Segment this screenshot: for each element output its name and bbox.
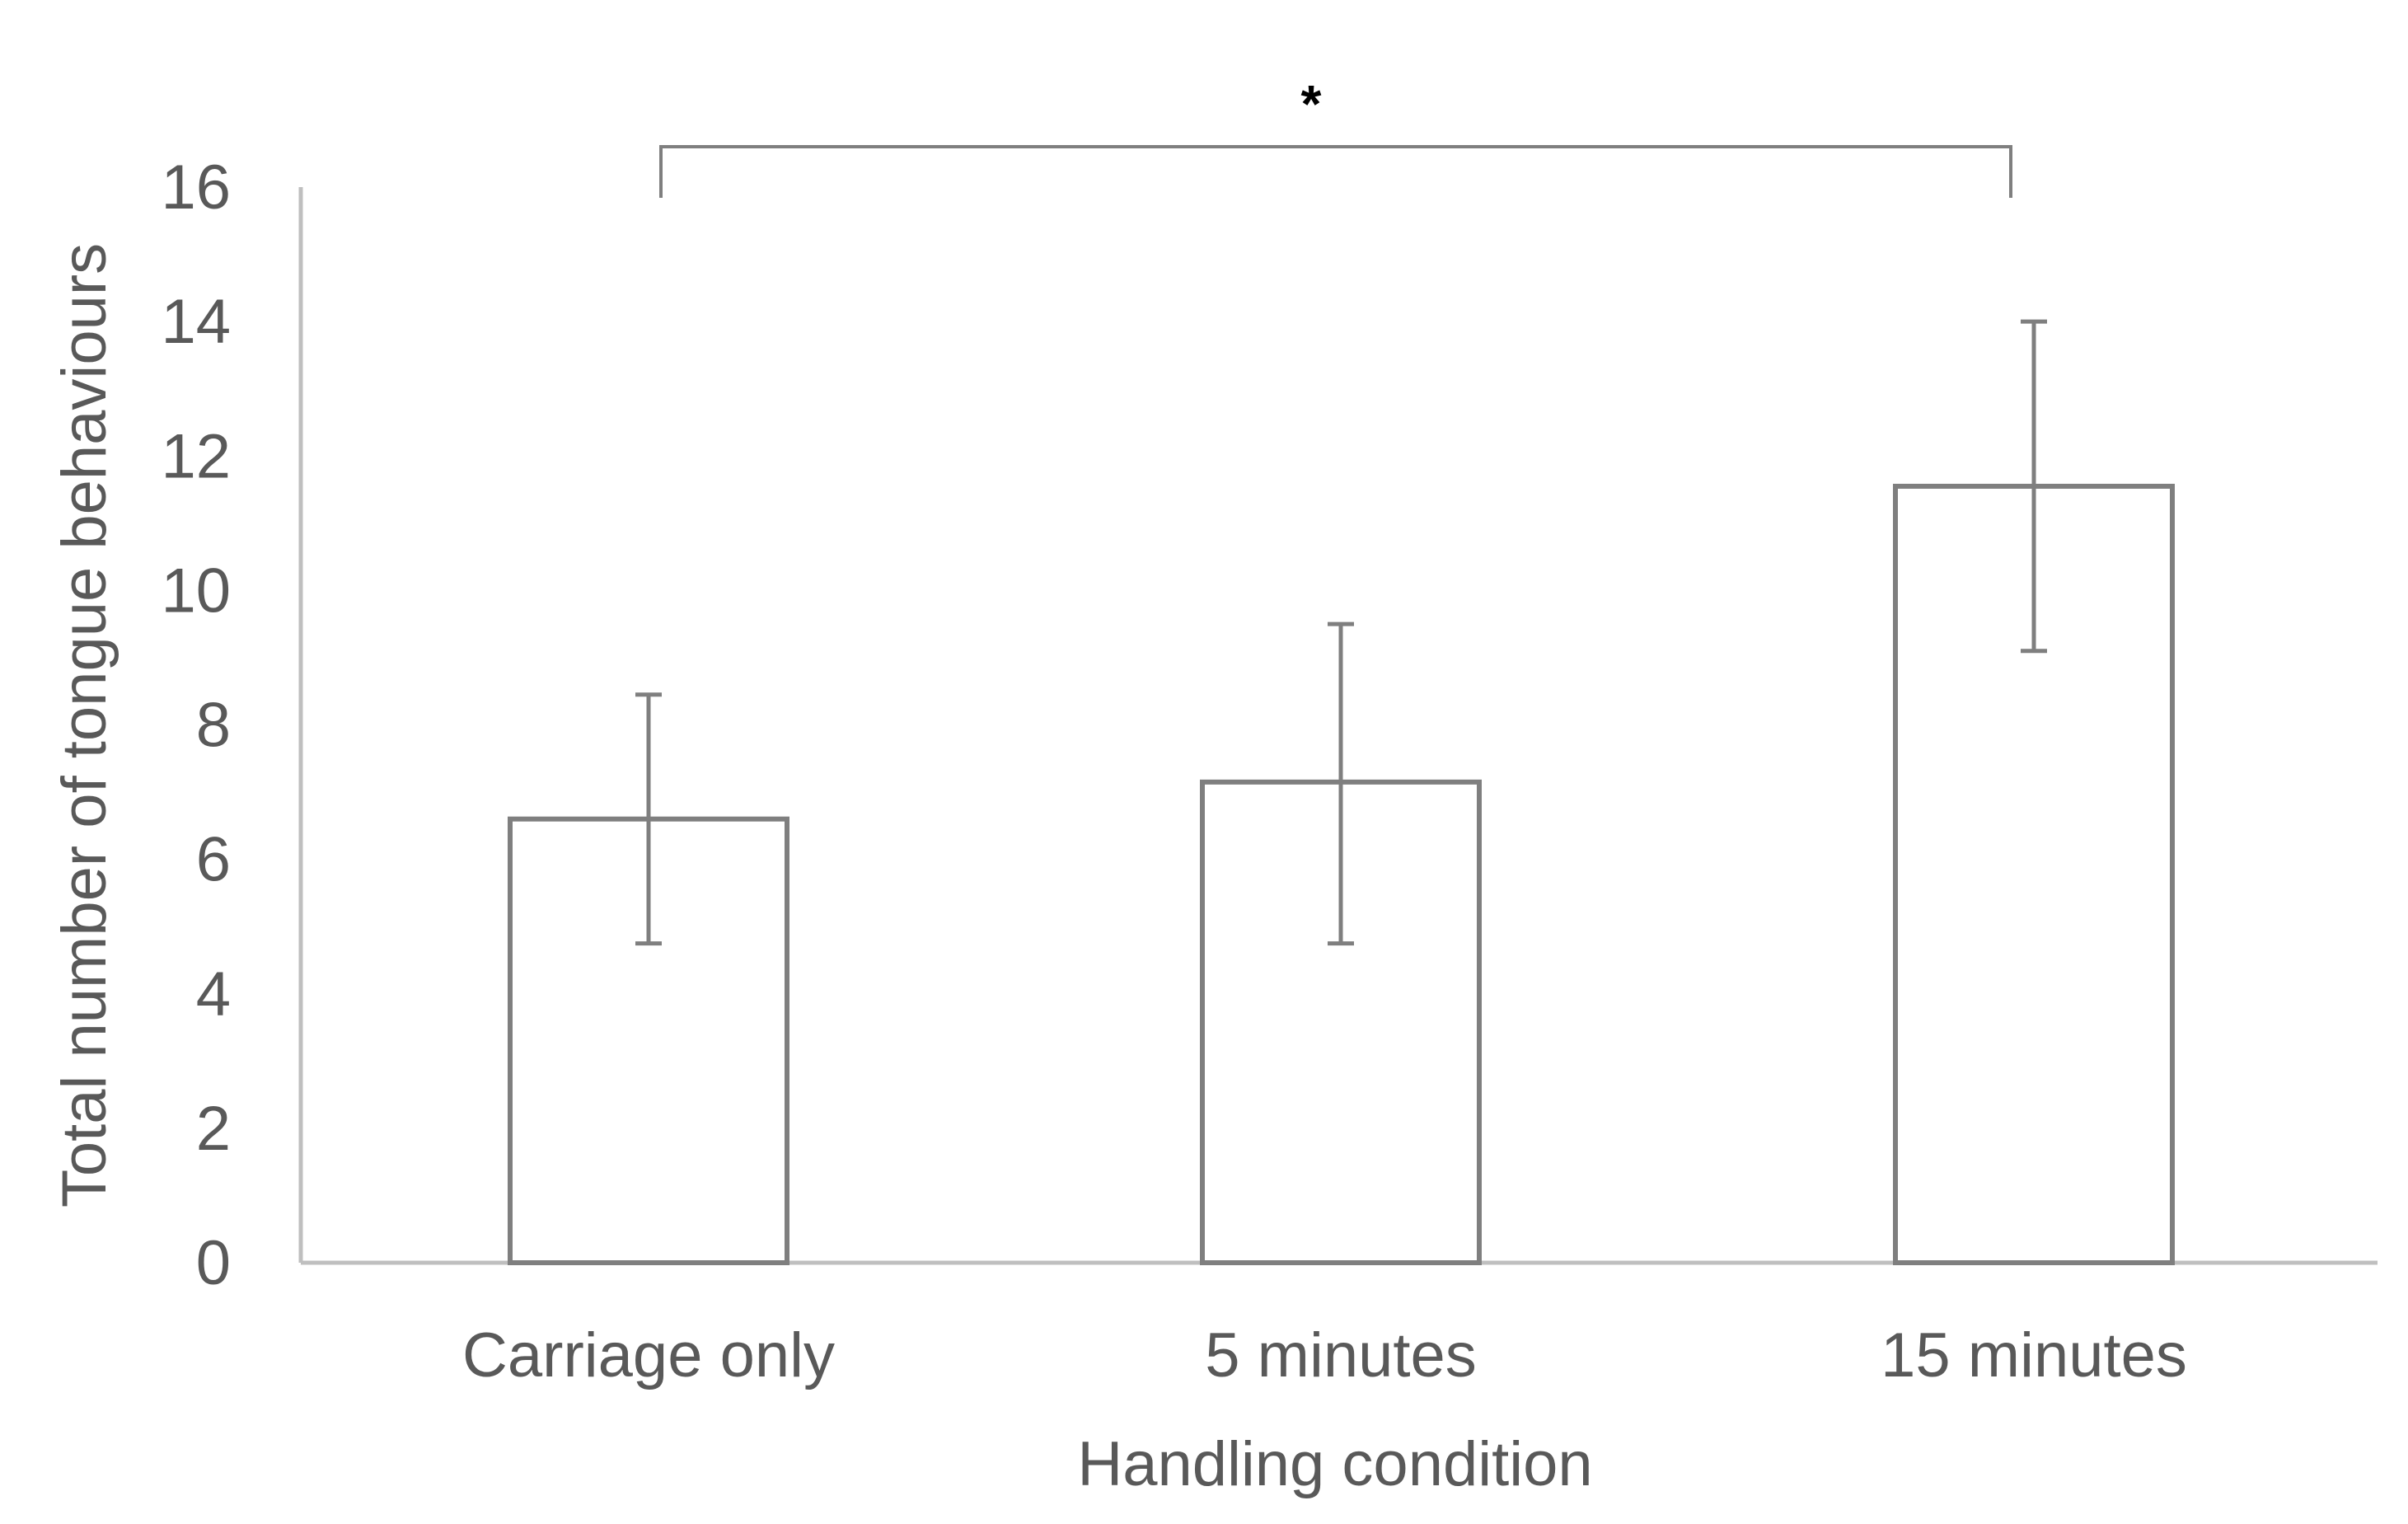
y-tick-label: 6 — [196, 825, 231, 895]
error-bar — [2021, 319, 2047, 654]
y-tick-label: 2 — [196, 1094, 231, 1164]
y-tick-label: 16 — [161, 152, 231, 223]
significance-asterisk: * — [1301, 74, 1322, 134]
y-tick-labels-group: 0 2 4 6 8 10 12 14 16 — [161, 152, 231, 1298]
significance-group: * — [659, 74, 2012, 198]
error-bars-group — [635, 319, 2047, 946]
error-bar — [635, 692, 662, 946]
y-tick-label: 10 — [161, 556, 231, 626]
x-axis-title: Handling condition — [1077, 1429, 1592, 1499]
y-tick-label: 4 — [196, 959, 231, 1029]
y-tick-label: 0 — [196, 1228, 231, 1298]
x-category-label: 5 minutes — [1205, 1320, 1477, 1390]
x-category-label: Carriage only — [462, 1320, 835, 1390]
significance-bracket — [659, 145, 2012, 198]
y-tick-label: 14 — [161, 287, 231, 357]
error-bar — [1328, 621, 1354, 946]
x-category-labels-group: Carriage only 5 minutes 15 minutes — [462, 1320, 2187, 1390]
y-tick-label: 12 — [161, 421, 231, 491]
bars-group — [508, 483, 2175, 1265]
x-category-label: 15 minutes — [1881, 1320, 2187, 1390]
y-tick-label: 8 — [196, 691, 231, 761]
y-axis-title: Total number of tongue behaviours — [49, 243, 119, 1207]
